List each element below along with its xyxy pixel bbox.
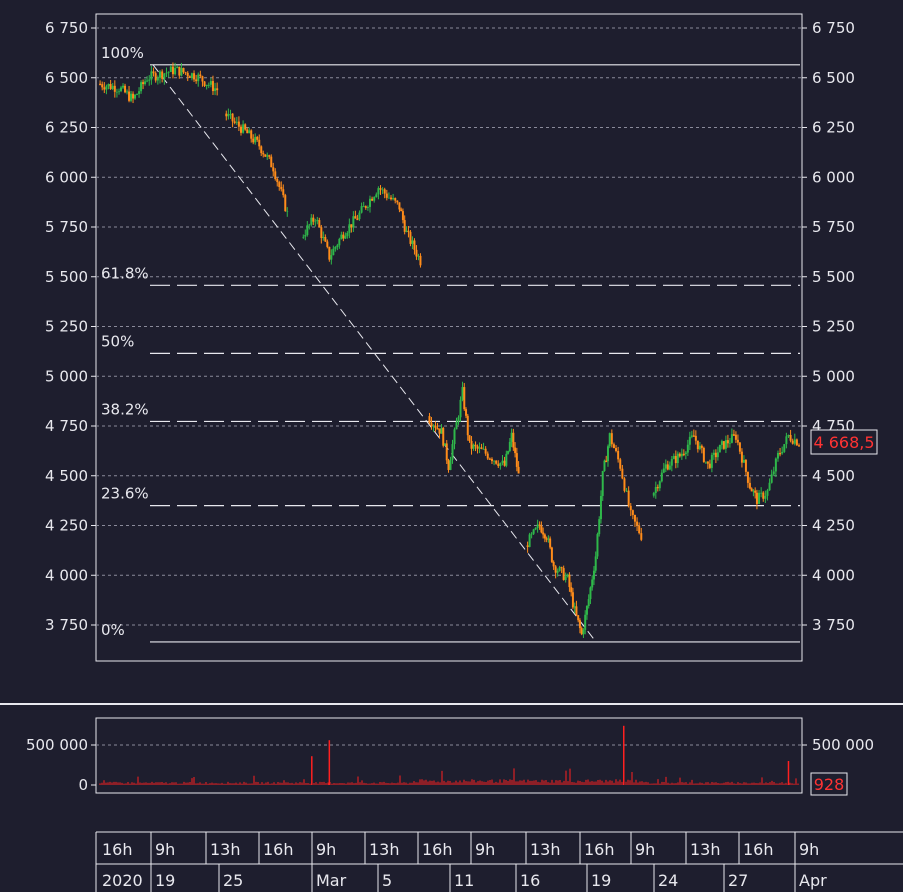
- price-tick-label-left: 6 250: [45, 119, 88, 137]
- price-gridlines: [96, 27, 802, 626]
- time-tick-label-hour: 13h: [690, 840, 721, 859]
- fib-level-label: 61.8%: [101, 264, 149, 282]
- time-tick-label-date: 24: [658, 871, 678, 890]
- price-tick-label-left: 4 750: [45, 417, 88, 435]
- price-tick-label-left: 5 000: [45, 367, 88, 385]
- last-price-badge: 4 668,5: [810, 429, 878, 455]
- time-tick-label-hour: 16h: [584, 840, 615, 859]
- time-tick-label-hour: 16h: [422, 840, 453, 859]
- fib-trend-line: [152, 64, 597, 643]
- fib-level-label: 23.6%: [101, 485, 149, 503]
- price-tick-label-right: 5 750: [812, 218, 855, 236]
- last-volume-box: [810, 772, 848, 796]
- time-tick-label-date: 11: [454, 871, 474, 890]
- price-tick-label-right: 4 000: [812, 566, 855, 584]
- fib-level-label: 100%: [101, 44, 144, 62]
- time-tick-label-hour: 9h: [155, 840, 175, 859]
- fib-level-label: 50%: [101, 332, 134, 350]
- volume-plot-frame: [95, 717, 803, 794]
- price-tick-label-left: 6 750: [45, 19, 88, 37]
- time-tick-label-date: 25: [223, 871, 243, 890]
- price-axis-left: 6 750 6 500 6 250 6 000 5 750 5 500 5 250 5 000…: [45, 19, 96, 634]
- price-axis-right: 6 750 6 500 6 250 6 000 5 750 5 500 5 250 5 000…: [802, 19, 855, 634]
- volume-axis-left: 500 000 0: [26, 736, 96, 794]
- price-tick-label-right: 6 250: [812, 119, 855, 137]
- time-tick-label-hour: 16h: [743, 840, 774, 859]
- volume-axis-right: 500 000: [802, 736, 874, 754]
- price-tick-label-right: 5 000: [812, 367, 855, 385]
- price-series: [99, 62, 800, 639]
- price-tick-label-right: 5 250: [812, 318, 855, 336]
- last-price-label: 4 668,5: [813, 433, 874, 452]
- time-tick-label-date: 27: [728, 871, 748, 890]
- time-tick-label-date: 19: [155, 871, 175, 890]
- time-tick-label-hour: 9h: [799, 840, 819, 859]
- price-tick-label-right: 6 750: [812, 19, 855, 37]
- price-tick-label-right: 5 500: [812, 268, 855, 286]
- volume-tick-label-right: 500 000: [812, 736, 874, 754]
- volume-bars: [99, 725, 799, 785]
- time-tick-label-hour: 9h: [635, 840, 655, 859]
- volume-tick-label-left: 0: [78, 776, 88, 794]
- price-tick-label-left: 6 500: [45, 69, 88, 87]
- price-tick-label-left: 5 500: [45, 268, 88, 286]
- price-tick-label-left: 6 000: [45, 168, 88, 186]
- time-tick-label-hour: 13h: [210, 840, 241, 859]
- volume-panel: 500 000 0 500 000 928: [26, 717, 874, 796]
- price-tick-label-right: 4 250: [812, 517, 855, 535]
- fib-level-label: 38.2%: [101, 400, 149, 418]
- time-tick-label-hour: 9h: [316, 840, 336, 859]
- last-volume-badge: 928: [810, 772, 848, 796]
- time-tick-label-date: 19: [591, 871, 611, 890]
- time-tick-label-hour: 13h: [369, 840, 400, 859]
- price-tick-label-left: 4 500: [45, 467, 88, 485]
- panel-separator: [0, 703, 903, 705]
- price-tick-label-left: 4 000: [45, 566, 88, 584]
- price-tick-label-right: 3 750: [812, 616, 855, 634]
- price-plot-frame: [95, 13, 803, 662]
- time-tick-label-hour: 16h: [263, 840, 294, 859]
- volume-tick-label-left: 500 000: [26, 736, 88, 754]
- time-tick-label-hour: 16h: [102, 840, 133, 859]
- time-tick-label-date: 5: [382, 871, 392, 890]
- price-tick-label-right: 6 500: [812, 69, 855, 87]
- price-tick-label-left: 3 750: [45, 616, 88, 634]
- fib-level-label: 0%: [101, 621, 125, 639]
- time-tick-label-hour: 13h: [530, 840, 561, 859]
- last-price-box: [810, 429, 878, 455]
- price-tick-label-left: 4 250: [45, 517, 88, 535]
- time-tick-label-date: Apr: [799, 871, 827, 890]
- time-tick-label-date: Mar: [316, 871, 347, 890]
- time-tick-label-hour: 9h: [475, 840, 495, 859]
- price-tick-label-right: 4 500: [812, 467, 855, 485]
- time-tick-label-date: 2020: [102, 871, 143, 890]
- fibonacci-levels: 100% 61.8% 50% 38.2% 23.6% 0%: [101, 44, 800, 643]
- price-tick-label-left: 5 250: [45, 318, 88, 336]
- price-panel: 6 750 6 500 6 250 6 000 5 750 5 500 5 250 5 000…: [45, 13, 878, 662]
- last-volume-label: 928: [814, 775, 845, 794]
- time-axis: 16h 9h 13h 16h 9h 13h 16h 9h 13h 16h 9h 13h 16h 9h 202…: [95, 831, 903, 892]
- price-tick-label-left: 5 750: [45, 218, 88, 236]
- price-tick-label-right: 6 000: [812, 168, 855, 186]
- time-tick-label-date: 16: [520, 871, 540, 890]
